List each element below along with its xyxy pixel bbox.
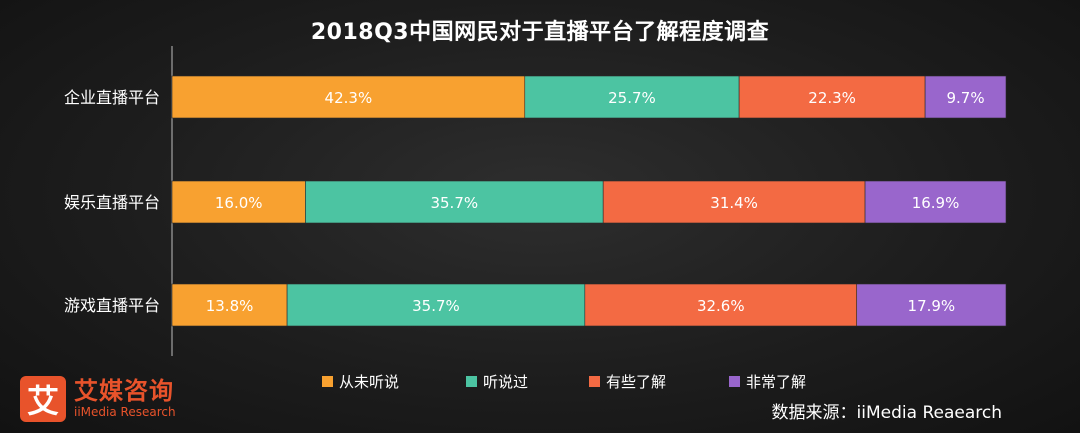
bar-value-label: 31.4% (710, 194, 758, 212)
chart-legend: 从未听说 听说过 有些了解 非常了解 (0, 371, 1080, 393)
bar-segment (524, 75, 740, 119)
legend-label: 听说过 (483, 373, 529, 391)
bar-value-label: 17.9% (908, 297, 956, 315)
bar-segment (856, 283, 1007, 327)
bar-segment (305, 180, 604, 224)
bar-value-label: 22.3% (808, 89, 856, 107)
bar-value-label: 16.0% (215, 194, 263, 212)
bar-value-label: 42.3% (325, 89, 373, 107)
bar-value-label: 16.9% (912, 194, 960, 212)
bar-segment (584, 283, 858, 327)
brand-logo-text: 艾媒咨询 iiMedia Research (74, 378, 176, 420)
bar-value-label: 32.6% (697, 297, 745, 315)
brand-logo: 艾 艾媒咨询 iiMedia Research (20, 376, 176, 422)
legend-label: 从未听说 (339, 373, 400, 391)
category-label: 游戏直播平台 (64, 296, 160, 315)
category-label: 娱乐直播平台 (64, 193, 160, 212)
chart-title: 2018Q3中国网民对于直播平台了解程度调查 (310, 20, 770, 45)
legend-label: 有些了解 (606, 373, 667, 391)
legend-item: 听说过 (466, 371, 528, 392)
bar-value-label: 35.7% (412, 297, 460, 315)
brand-name-en: iiMedia Research (74, 405, 176, 419)
legend-item: 非常了解 (729, 371, 806, 392)
legend-item: 有些了解 (589, 371, 666, 392)
legend-item: 从未听说 (322, 371, 399, 392)
legend-swatch (322, 376, 333, 387)
bar-segment (924, 75, 1007, 119)
legend-swatch (466, 376, 477, 387)
bar-segment (286, 283, 586, 327)
data-source-note: 数据来源：iiMedia Reaearch (771, 403, 1002, 423)
bar-segment (171, 180, 306, 224)
legend-swatch (589, 376, 600, 387)
bar-segment (171, 75, 526, 119)
bar-segment (738, 75, 926, 119)
bar-value-label: 35.7% (430, 194, 478, 212)
bar-segment (171, 283, 288, 327)
legend-swatch (729, 376, 740, 387)
bar-value-label: 25.7% (608, 89, 656, 107)
bar-value-label: 9.7% (946, 89, 984, 107)
bar-value-label: 13.8% (206, 297, 254, 315)
brand-logo-mark: 艾 (20, 376, 66, 422)
legend-label: 非常了解 (746, 373, 807, 391)
category-label: 企业直播平台 (64, 88, 160, 107)
bar-segment (602, 180, 866, 224)
bar-segment (864, 180, 1007, 224)
brand-name-cn: 艾媒咨询 (74, 377, 174, 405)
